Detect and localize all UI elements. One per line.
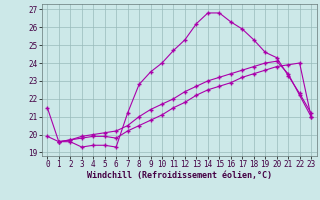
X-axis label: Windchill (Refroidissement éolien,°C): Windchill (Refroidissement éolien,°C) xyxy=(87,171,272,180)
